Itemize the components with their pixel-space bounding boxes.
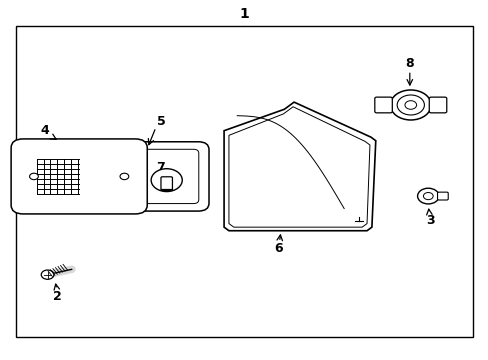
Text: 5: 5 — [157, 114, 166, 127]
Text: 3: 3 — [425, 213, 434, 226]
Text: 1: 1 — [239, 7, 249, 21]
Circle shape — [120, 173, 128, 180]
Circle shape — [404, 101, 416, 109]
Bar — [16, 26, 472, 337]
Text: 2: 2 — [53, 289, 61, 303]
Circle shape — [30, 173, 38, 180]
Circle shape — [423, 193, 432, 200]
FancyBboxPatch shape — [437, 192, 447, 200]
FancyBboxPatch shape — [428, 97, 446, 113]
PathPatch shape — [228, 107, 369, 227]
Text: 4: 4 — [41, 124, 49, 137]
Text: 7: 7 — [156, 161, 165, 174]
PathPatch shape — [224, 102, 375, 231]
Circle shape — [417, 188, 438, 204]
FancyBboxPatch shape — [11, 139, 147, 214]
FancyBboxPatch shape — [161, 177, 172, 190]
FancyBboxPatch shape — [374, 97, 391, 113]
FancyBboxPatch shape — [93, 142, 208, 211]
Circle shape — [41, 270, 54, 279]
FancyBboxPatch shape — [103, 149, 199, 203]
Circle shape — [389, 90, 430, 120]
Circle shape — [396, 95, 424, 115]
Text: 6: 6 — [274, 242, 282, 255]
Circle shape — [151, 169, 182, 192]
Text: 8: 8 — [405, 57, 413, 71]
